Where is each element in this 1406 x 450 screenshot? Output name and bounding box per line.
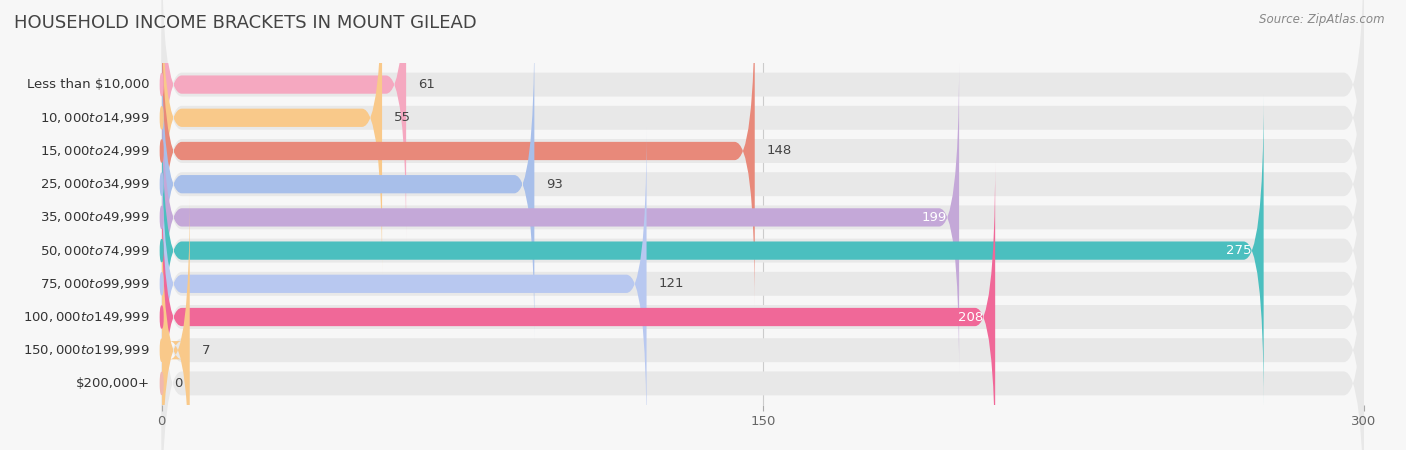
Text: Less than $10,000: Less than $10,000 xyxy=(27,78,149,91)
FancyBboxPatch shape xyxy=(162,0,406,242)
FancyBboxPatch shape xyxy=(162,0,1364,272)
FancyBboxPatch shape xyxy=(162,0,1364,305)
FancyBboxPatch shape xyxy=(162,27,534,341)
Circle shape xyxy=(160,339,163,361)
FancyBboxPatch shape xyxy=(162,160,995,450)
Text: $50,000 to $74,999: $50,000 to $74,999 xyxy=(39,243,149,257)
FancyBboxPatch shape xyxy=(162,0,382,274)
Circle shape xyxy=(160,207,163,229)
FancyBboxPatch shape xyxy=(162,0,1364,238)
Text: $35,000 to $49,999: $35,000 to $49,999 xyxy=(39,211,149,225)
Text: HOUSEHOLD INCOME BRACKETS IN MOUNT GILEAD: HOUSEHOLD INCOME BRACKETS IN MOUNT GILEA… xyxy=(14,14,477,32)
Text: 7: 7 xyxy=(202,344,211,357)
FancyBboxPatch shape xyxy=(162,194,190,450)
FancyBboxPatch shape xyxy=(162,230,1364,450)
Text: $200,000+: $200,000+ xyxy=(76,377,149,390)
Circle shape xyxy=(160,107,163,129)
Text: 0: 0 xyxy=(174,377,183,390)
Text: $25,000 to $34,999: $25,000 to $34,999 xyxy=(39,177,149,191)
FancyBboxPatch shape xyxy=(162,196,1364,450)
Circle shape xyxy=(160,173,163,195)
FancyBboxPatch shape xyxy=(162,127,647,441)
Text: 275: 275 xyxy=(1226,244,1251,257)
Text: 93: 93 xyxy=(547,178,564,191)
Circle shape xyxy=(160,373,163,394)
Circle shape xyxy=(160,239,163,261)
Text: 199: 199 xyxy=(922,211,948,224)
Text: 208: 208 xyxy=(957,310,983,324)
Circle shape xyxy=(160,273,163,295)
Text: 121: 121 xyxy=(658,277,685,290)
Text: $150,000 to $199,999: $150,000 to $199,999 xyxy=(22,343,149,357)
FancyBboxPatch shape xyxy=(162,163,1364,450)
FancyBboxPatch shape xyxy=(162,30,1364,338)
Text: $10,000 to $14,999: $10,000 to $14,999 xyxy=(39,111,149,125)
Text: Source: ZipAtlas.com: Source: ZipAtlas.com xyxy=(1260,14,1385,27)
FancyBboxPatch shape xyxy=(162,60,959,374)
FancyBboxPatch shape xyxy=(162,63,1364,371)
FancyBboxPatch shape xyxy=(162,94,1264,408)
FancyBboxPatch shape xyxy=(162,130,1364,438)
Text: 61: 61 xyxy=(418,78,434,91)
Circle shape xyxy=(160,74,163,95)
Circle shape xyxy=(160,306,163,328)
Circle shape xyxy=(160,140,163,162)
Text: $75,000 to $99,999: $75,000 to $99,999 xyxy=(39,277,149,291)
Text: 148: 148 xyxy=(766,144,792,158)
Text: $15,000 to $24,999: $15,000 to $24,999 xyxy=(39,144,149,158)
Text: $100,000 to $149,999: $100,000 to $149,999 xyxy=(22,310,149,324)
FancyBboxPatch shape xyxy=(162,0,755,308)
Text: 55: 55 xyxy=(394,111,411,124)
FancyBboxPatch shape xyxy=(162,97,1364,405)
